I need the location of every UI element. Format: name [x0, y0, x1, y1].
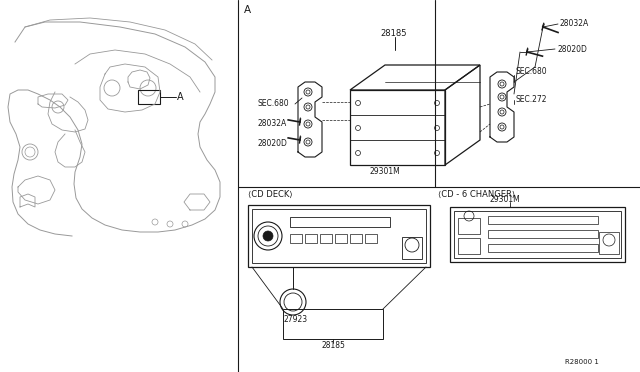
Text: ⟨CD DECK⟩: ⟨CD DECK⟩	[248, 189, 292, 199]
Bar	[290, 234, 302, 243]
Text: 28020D: 28020D	[557, 45, 587, 54]
Text: 29301M: 29301M	[370, 167, 401, 176]
Bar	[488, 244, 598, 252]
Bar	[458, 238, 480, 254]
Text: 28032A: 28032A	[258, 119, 287, 128]
Text: A: A	[177, 92, 184, 102]
Bar	[402, 237, 422, 259]
Bar	[248, 205, 430, 267]
Text: A: A	[244, 5, 251, 15]
Bar	[450, 207, 625, 262]
Text: 29301M: 29301M	[490, 195, 521, 203]
Text: SEC.680: SEC.680	[258, 99, 290, 109]
Text: ⟨CD - 6 CHANGER⟩: ⟨CD - 6 CHANGER⟩	[438, 189, 515, 199]
Text: 28032A: 28032A	[559, 19, 588, 29]
Bar	[488, 216, 598, 224]
Text: R28000 1: R28000 1	[565, 359, 599, 365]
Bar	[350, 90, 445, 165]
Bar	[290, 217, 390, 227]
Text: 28185: 28185	[321, 340, 345, 350]
Text: SEC.680: SEC.680	[516, 67, 548, 77]
Bar	[138, 90, 160, 104]
Bar	[305, 234, 317, 243]
Text: SEC.272: SEC.272	[516, 96, 547, 105]
Text: 27923: 27923	[283, 315, 307, 324]
Bar	[454, 211, 621, 258]
Text: 28185: 28185	[380, 29, 406, 38]
Bar	[458, 218, 480, 234]
Bar	[320, 234, 332, 243]
Text: 28020D: 28020D	[258, 140, 288, 148]
Bar	[252, 209, 426, 263]
Bar	[488, 230, 598, 238]
Circle shape	[263, 231, 273, 241]
Bar	[365, 234, 377, 243]
Bar	[335, 234, 347, 243]
Bar	[283, 309, 383, 339]
Bar	[350, 234, 362, 243]
Bar	[599, 232, 619, 254]
